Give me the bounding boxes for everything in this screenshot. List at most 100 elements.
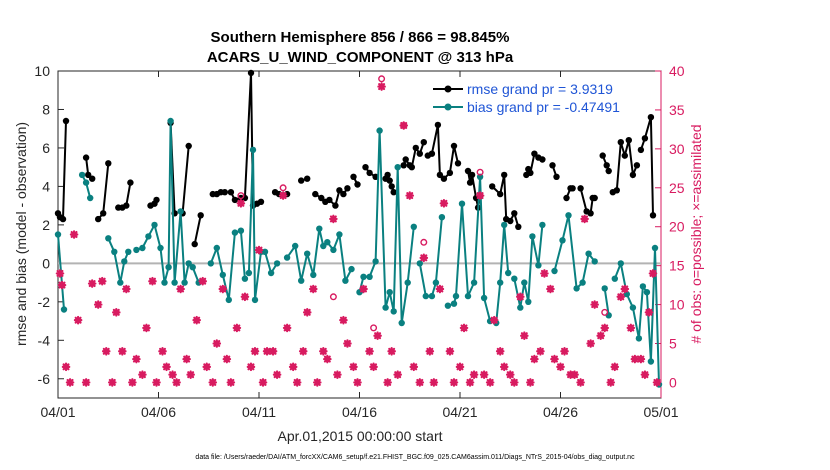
obs-assimilated-point bbox=[268, 346, 278, 356]
rmse-point bbox=[649, 212, 657, 219]
rmse-point bbox=[82, 154, 90, 161]
rmse-point bbox=[191, 240, 198, 248]
rmse-point bbox=[563, 194, 570, 202]
obs-assimilated-point bbox=[172, 378, 181, 387]
chart-title-line2: ACARS_U_WIND_COMPONENT @ 313 hPa bbox=[207, 49, 514, 66]
bias-point bbox=[105, 235, 112, 242]
rmse-point bbox=[436, 171, 444, 179]
rmse-point bbox=[617, 139, 624, 146]
obs-assimilated-point bbox=[570, 370, 579, 379]
bias-point bbox=[167, 117, 174, 125]
obs-assimilated-point bbox=[516, 292, 525, 302]
bias-point bbox=[60, 306, 68, 313]
obs-assimilated-point bbox=[55, 269, 65, 278]
obs-assimilated-point bbox=[644, 308, 654, 317]
obs-assimilated-point bbox=[439, 199, 449, 208]
bias-series bbox=[54, 117, 663, 388]
obs-assimilated-point bbox=[138, 370, 147, 379]
bias-point bbox=[165, 264, 172, 271]
rmse-point bbox=[197, 212, 204, 219]
y-right-tick-label: 15 bbox=[669, 258, 685, 274]
obs-assimilated-point bbox=[57, 280, 67, 290]
obs-assimilated-point bbox=[182, 354, 191, 364]
y-right-tick-label: 25 bbox=[669, 180, 685, 196]
y-axis-left: -6 -4 -2 0 2 4 6 8 10 bbox=[34, 63, 64, 387]
obs-assimilated-point bbox=[505, 370, 515, 379]
rmse-point bbox=[416, 150, 423, 157]
obs-assimilated-point bbox=[250, 346, 260, 356]
obs-assimilated-point bbox=[93, 300, 103, 309]
bias-point bbox=[647, 358, 655, 365]
bias-point bbox=[283, 254, 291, 261]
obs-assimilated-point bbox=[240, 292, 250, 302]
obs-assimilated-point bbox=[232, 323, 242, 333]
obs-assimilated-point bbox=[530, 354, 539, 364]
obs-assimilated-point bbox=[97, 276, 107, 286]
bias-point bbox=[310, 271, 317, 279]
y-axis-right: 0 5 10 15 20 25 30 35 40 bbox=[655, 63, 685, 398]
y-right-tick-label: 5 bbox=[669, 336, 677, 352]
rmse-point bbox=[412, 144, 419, 152]
rmse-point bbox=[95, 215, 102, 223]
rmse-point bbox=[591, 194, 598, 202]
obs-assimilated-point bbox=[168, 370, 177, 379]
y-right-tick-label: 10 bbox=[669, 297, 685, 313]
rmse-point bbox=[569, 185, 576, 192]
bias-point bbox=[121, 258, 128, 265]
obs-assimilated-point bbox=[556, 362, 565, 372]
obs-assimilated-point bbox=[479, 370, 489, 379]
rmse-point bbox=[605, 167, 612, 175]
bias-point bbox=[382, 304, 389, 311]
bias-point bbox=[611, 275, 618, 282]
bias-point bbox=[639, 283, 647, 290]
bias-point bbox=[348, 265, 355, 273]
obs-assimilated-point bbox=[122, 284, 131, 294]
obs-assimilated-point bbox=[208, 378, 218, 387]
rmse-point bbox=[227, 189, 235, 196]
bias-point bbox=[404, 279, 411, 286]
y-axis-left-label: rmse and bias (model - observation) bbox=[13, 122, 29, 346]
rmse-point bbox=[354, 181, 361, 188]
obs-assimilated-point bbox=[81, 378, 91, 387]
obs-assimilated-point bbox=[329, 214, 338, 224]
obs-assimilated-point bbox=[202, 362, 212, 372]
obs-assimilated-point bbox=[339, 315, 348, 325]
y-left-tick-label: 4 bbox=[42, 178, 50, 194]
bias-point bbox=[54, 231, 62, 238]
y-left-tick-label: 2 bbox=[42, 217, 50, 233]
legend: rmse grand pr = 3.9319 bias grand pr = -… bbox=[433, 81, 620, 115]
obs-assimilated-point bbox=[308, 284, 318, 294]
rmse-point bbox=[127, 179, 134, 186]
obs-possible-point bbox=[601, 308, 609, 316]
plot-area bbox=[57, 70, 662, 399]
rmse-point bbox=[366, 169, 373, 177]
bias-point bbox=[125, 248, 132, 255]
bias-point bbox=[444, 302, 452, 309]
y-right-tick-label: 0 bbox=[669, 374, 677, 390]
obs-assimilated-point bbox=[278, 191, 288, 200]
x-tick-label: 05/01 bbox=[643, 404, 678, 420]
obs-possible-point bbox=[476, 168, 484, 176]
data-file-footer: data file: /Users/raeder/DAI/ATM_forcXX/… bbox=[195, 454, 635, 461]
rmse-point bbox=[629, 171, 637, 179]
obs-assimilated-point bbox=[495, 346, 505, 356]
obs-assimilated-point bbox=[73, 315, 83, 325]
bias-point bbox=[410, 223, 417, 230]
obs-assimilated-point bbox=[349, 362, 358, 372]
rmse-point bbox=[185, 142, 192, 150]
obs-assimilated-point bbox=[580, 214, 589, 224]
obs-assimilated-point bbox=[449, 378, 459, 387]
obs-possible-point bbox=[378, 75, 386, 83]
obs-assimilated-point bbox=[236, 199, 246, 208]
obs-assimilated-point bbox=[302, 308, 312, 317]
obs-assimilated-point bbox=[520, 331, 529, 341]
rmse-point bbox=[587, 210, 594, 217]
obs-assimilated-point bbox=[148, 276, 157, 286]
bias-point bbox=[521, 279, 528, 286]
obs-assimilated-point bbox=[409, 362, 419, 372]
bias-point bbox=[145, 233, 152, 240]
bias-point bbox=[505, 269, 512, 277]
bias-line-segment bbox=[613, 247, 660, 385]
obs-assimilated-point bbox=[509, 378, 519, 387]
bias-point bbox=[189, 264, 196, 271]
